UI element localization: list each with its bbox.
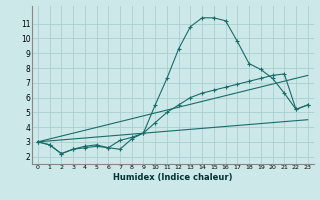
X-axis label: Humidex (Indice chaleur): Humidex (Indice chaleur) bbox=[113, 173, 233, 182]
